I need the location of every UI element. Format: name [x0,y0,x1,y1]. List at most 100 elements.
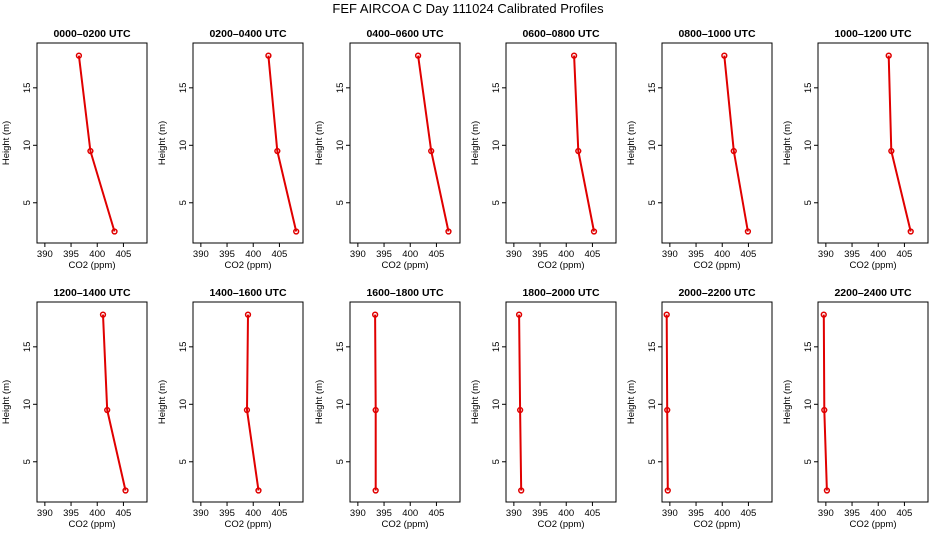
profile-point [243,406,251,414]
x-tick-label: 390 [818,508,834,519]
profile-point [664,406,671,414]
x-tick-label: 400 [402,249,418,260]
x-tick-label: 405 [584,508,600,519]
x-axis-label: CO2 (ppm) [225,519,272,530]
x-tick-label: 400 [402,508,418,519]
panel-title: 1600–1800 UTC [366,287,443,299]
y-tick-label: 15 [22,83,33,94]
y-tick-label: 5 [22,459,33,464]
x-tick-label: 405 [428,508,444,519]
profile-point [575,147,582,155]
profile-point [122,487,129,494]
x-tick-label: 390 [662,249,678,260]
y-tick-label: 15 [803,342,814,353]
x-tick-label: 405 [740,508,756,519]
profile-point [888,147,895,155]
y-tick-label: 5 [647,200,658,205]
x-tick-label: 405 [271,249,287,260]
x-tick-label: 395 [219,249,235,260]
y-tick-label: 5 [335,200,346,205]
y-axis-label: Height (m) [1,380,12,424]
y-axis-label: Height (m) [626,121,637,165]
y-tick-label: 10 [647,399,658,410]
x-axis-label: CO2 (ppm) [694,260,741,271]
x-tick-label: 405 [428,249,444,260]
panel-title: 0800–1000 UTC [678,28,755,40]
profile-point [428,147,435,155]
x-tick-label: 400 [558,249,574,260]
profile-point [75,52,83,59]
x-tick-label: 390 [350,249,366,260]
y-axis-label: Height (m) [470,380,481,424]
plot-frame [349,42,461,244]
panel-title: 0400–0600 UTC [366,28,443,40]
x-axis-label: CO2 (ppm) [382,260,429,271]
y-tick-label: 10 [803,399,814,410]
profile-point [518,487,525,494]
y-tick-label: 15 [647,342,658,353]
panel-title: 1400–1600 UTC [209,287,286,299]
panel-3: 0400–0600 UTC 390 395 400 405 5 10 15 CO2 (ppm) H… [314,28,461,271]
y-tick-label: 5 [647,459,658,464]
y-tick-label: 10 [335,140,346,151]
y-axis-label: Height (m) [157,380,168,424]
panel-5: 0800–1000 UTC 390 395 400 405 5 10 15 CO2 (ppm) H… [626,28,773,271]
profile-point [744,228,752,235]
y-tick-label: 15 [22,342,33,353]
x-axis-label: CO2 (ppm) [850,519,897,530]
x-tick-label: 405 [896,508,912,519]
x-tick-label: 395 [844,508,860,519]
y-tick-label: 10 [335,399,346,410]
y-tick-label: 15 [178,83,189,94]
profile-point [820,311,827,318]
panel-7: 1200–1400 UTC 390 395 400 405 5 10 15 CO2 (ppm) H… [1,287,148,530]
y-tick-label: 15 [335,83,346,94]
profile-point [590,228,598,235]
profile-point [255,487,262,494]
profile-point [371,311,379,318]
profile-line [518,314,523,491]
y-tick-label: 10 [803,140,814,151]
x-tick-label: 400 [870,508,886,519]
profile-point [372,487,379,494]
profile-point [907,228,914,235]
profile-line [102,314,127,491]
x-axis-label: CO2 (ppm) [538,260,585,271]
profile-point [414,52,422,59]
panel-title: 2200–2400 UTC [834,287,911,299]
x-tick-label: 400 [714,249,730,260]
profile-point [293,228,300,235]
x-tick-label: 405 [740,249,756,260]
x-tick-label: 395 [532,249,548,260]
profile-line [573,55,595,232]
x-tick-label: 400 [89,508,105,519]
x-tick-label: 405 [584,249,600,260]
plot-frame [36,42,148,244]
y-tick-label: 5 [178,200,189,205]
profile-point [885,52,892,59]
plot-frame [661,301,773,503]
x-tick-label: 390 [350,508,366,519]
y-tick-label: 15 [647,83,658,94]
y-tick-label: 10 [491,140,502,151]
profile-line [77,55,116,232]
figure-title: FEF AIRCOA C Day 111024 Calibrated Profi… [332,1,604,16]
profile-point [99,311,107,318]
plot-frame [661,42,773,244]
y-tick-label: 10 [491,399,502,410]
x-tick-label: 400 [89,249,105,260]
y-tick-label: 15 [178,342,189,353]
panel-10: 1800–2000 UTC 390 395 400 405 5 10 15 CO2 (ppm) H… [470,287,617,530]
y-tick-label: 10 [647,140,658,151]
y-tick-label: 5 [803,200,814,205]
panel-12: 2200–2400 UTC 390 395 400 405 5 10 15 CO2 (ppm) H… [782,287,929,530]
profile-point [244,311,252,318]
panel-2: 0200–0400 UTC 390 395 400 405 5 10 15 CO2 (ppm) H… [157,28,304,271]
x-tick-label: 405 [271,508,287,519]
x-tick-label: 405 [896,249,912,260]
y-tick-label: 5 [178,459,189,464]
panel-8: 1400–1600 UTC 390 395 400 405 5 10 15 CO2 (ppm) H… [157,287,304,530]
y-tick-label: 5 [491,200,502,205]
y-tick-label: 15 [803,83,814,94]
x-tick-label: 395 [844,249,860,260]
